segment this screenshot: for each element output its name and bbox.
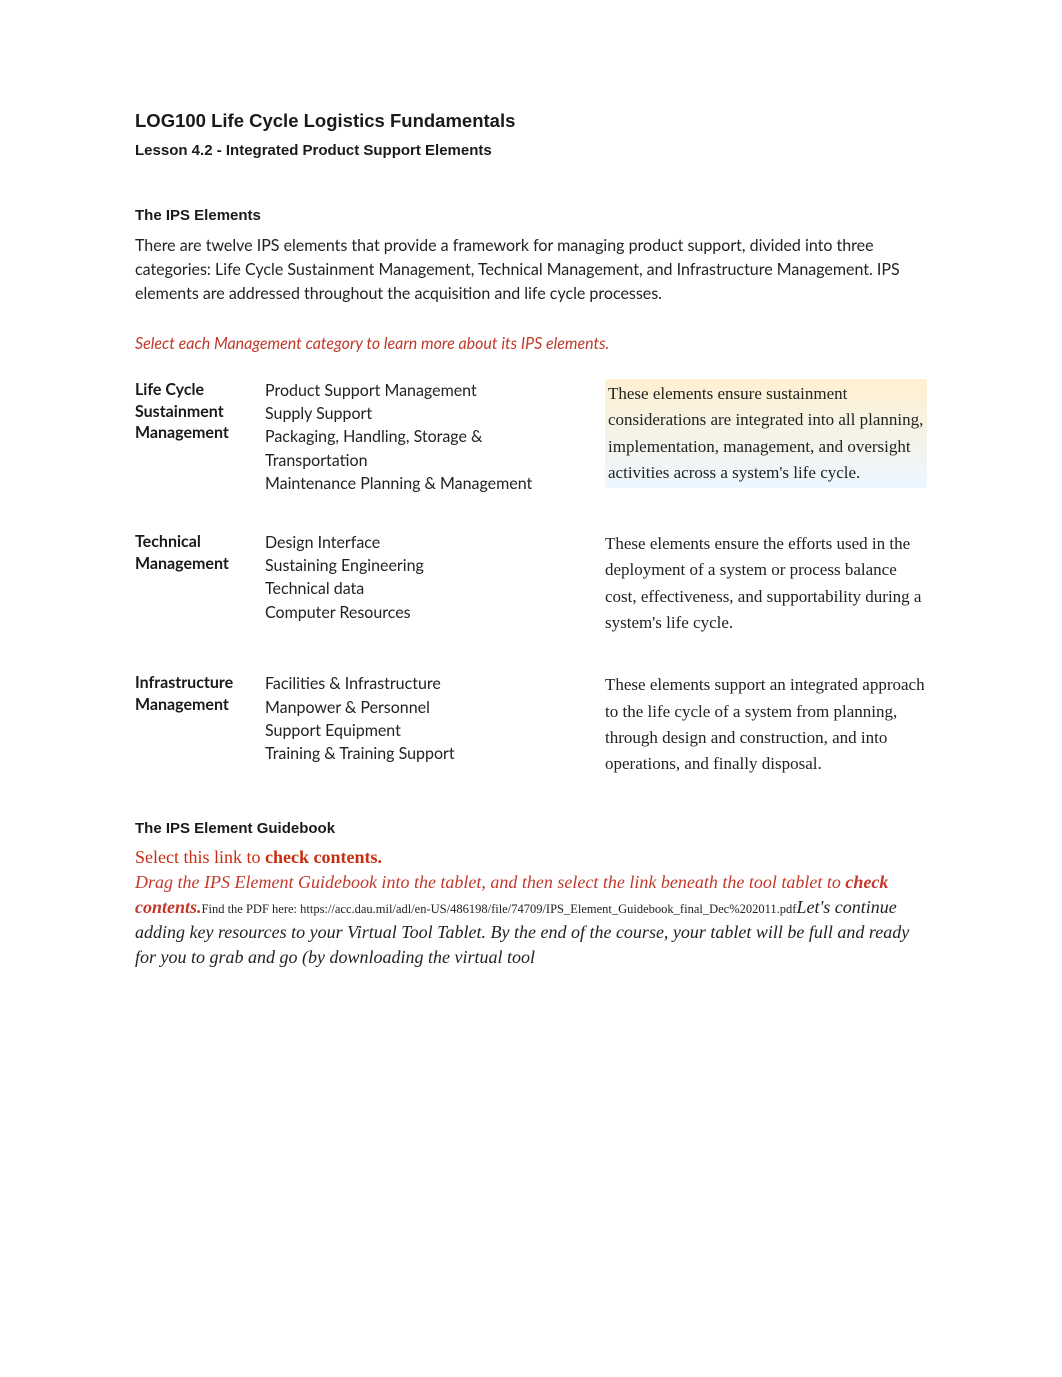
category-name: Infrastructure Management [135, 672, 265, 715]
pdf-prefix: Find the PDF here: [202, 902, 301, 916]
category-row-infrastructure[interactable]: Infrastructure Management Facilities & I… [135, 664, 927, 785]
category-row-technical[interactable]: Technical Management Design Interface Su… [135, 523, 927, 664]
ips-element-item: Training & Training Support [265, 742, 585, 765]
check-contents-link[interactable]: check contents. [265, 847, 382, 867]
instruction-text: Select each Management category to learn… [135, 334, 927, 353]
intro-paragraph: There are twelve IPS elements that provi… [135, 234, 927, 306]
ips-element-item: Packaging, Handling, Storage & Transport… [265, 425, 585, 471]
ips-element-item: Technical data [265, 577, 585, 600]
document-page: LOG100 Life Cycle Logistics Fundamentals… [0, 0, 1062, 1030]
section-heading-ips-elements: The IPS Elements [135, 207, 927, 224]
section-heading-guidebook: The IPS Element Guidebook [135, 820, 927, 837]
pdf-reference: Find the PDF here: https://acc.dau.mil/a… [202, 902, 797, 916]
ips-element-item: Supply Support [265, 402, 585, 425]
ips-element-item: Support Equipment [265, 719, 585, 742]
category-items: Design Interface Sustaining Engineering … [265, 531, 605, 624]
category-items: Facilities & Infrastructure Manpower & P… [265, 672, 605, 765]
ips-element-item: Facilities & Infrastructure [265, 672, 585, 695]
ips-element-item: Manpower & Personnel [265, 696, 585, 719]
check-contents-link-line: Select this link to check contents. [135, 847, 927, 868]
lesson-title: Lesson 4.2 - Integrated Product Support … [135, 142, 927, 159]
ips-element-item: Design Interface [265, 531, 585, 554]
link-prefix: Select this link to [135, 847, 265, 867]
ips-element-item: Product Support Management [265, 379, 585, 402]
category-items: Product Support Management Supply Suppor… [265, 379, 605, 495]
category-row-life-cycle[interactable]: Life Cycle Sustainment Management Produc… [135, 371, 927, 523]
category-name: Life Cycle Sustainment Management [135, 379, 265, 444]
ips-element-item: Maintenance Planning & Management [265, 472, 585, 495]
category-description: These elements ensure the efforts used i… [605, 531, 927, 636]
course-title: LOG100 Life Cycle Logistics Fundamentals [135, 110, 927, 132]
category-description: These elements support an integrated app… [605, 672, 927, 777]
pdf-url[interactable]: https://acc.dau.mil/adl/en-US/486198/fil… [300, 902, 796, 916]
drag-text: Drag the IPS Element Guidebook into the … [135, 872, 845, 892]
drag-instruction: Drag the IPS Element Guidebook into the … [135, 870, 927, 971]
ips-element-item: Sustaining Engineering [265, 554, 585, 577]
category-description: These elements ensure sustainment consid… [605, 379, 927, 488]
ips-element-item: Computer Resources [265, 601, 585, 624]
category-name: Technical Management [135, 531, 265, 574]
categories-table: Life Cycle Sustainment Management Produc… [135, 371, 927, 786]
